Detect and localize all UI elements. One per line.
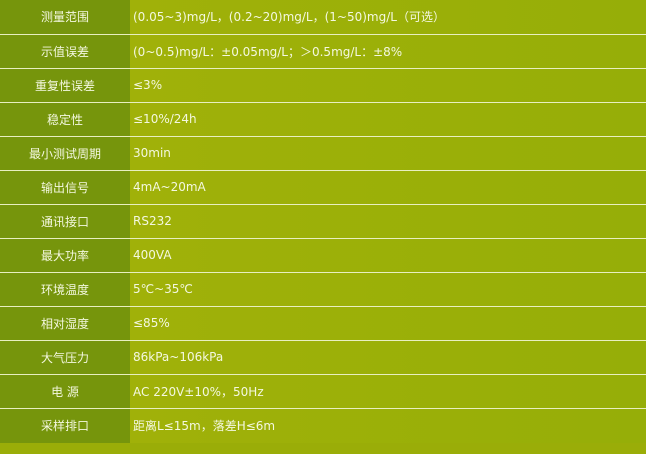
spec-label: 重复性误差 (0, 68, 130, 102)
spec-value: 30min (130, 136, 646, 170)
spec-value: 5℃~35℃ (130, 272, 646, 306)
spec-value: 4mA~20mA (130, 170, 646, 204)
spec-label: 大气压力 (0, 340, 130, 374)
spec-label: 采样排口 (0, 408, 130, 443)
spec-value: ≤85% (130, 306, 646, 340)
spec-label: 通讯接口 (0, 204, 130, 238)
spec-value: 86kPa~106kPa (130, 340, 646, 374)
spec-label: 输出信号 (0, 170, 130, 204)
spec-row: 稳定性 ≤10%/24h (0, 102, 646, 136)
spec-value: (0~0.5)mg/L：±0.05mg/L；＞0.5mg/L：±8% (130, 34, 646, 68)
spec-row: 示值误差 (0~0.5)mg/L：±0.05mg/L；＞0.5mg/L：±8% (0, 34, 646, 68)
spec-row: 环境温度 5℃~35℃ (0, 272, 646, 306)
spec-row: 电 源 AC 220V±10%，50Hz (0, 374, 646, 408)
spec-row: 测量范围 (0.05~3)mg/L，(0.2~20)mg/L，(1~50)mg/L… (0, 0, 646, 34)
spec-value: 400VA (130, 238, 646, 272)
spec-value: AC 220V±10%，50Hz (130, 374, 646, 408)
spec-value: ≤3% (130, 68, 646, 102)
spec-row: 大气压力 86kPa~106kPa (0, 340, 646, 374)
spec-value: (0.05~3)mg/L，(0.2~20)mg/L，(1~50)mg/L（可选） (130, 0, 646, 34)
spec-label: 最小测试周期 (0, 136, 130, 170)
spec-label: 相对湿度 (0, 306, 130, 340)
spec-row: 相对湿度 ≤85% (0, 306, 646, 340)
spec-row: 通讯接口 RS232 (0, 204, 646, 238)
spec-label: 环境温度 (0, 272, 130, 306)
spec-row: 采样排口 距离L≤15m，落差H≤6m (0, 408, 646, 443)
spec-label: 测量范围 (0, 0, 130, 34)
spec-row: 最大功率 400VA (0, 238, 646, 272)
spec-table: 测量范围 (0.05~3)mg/L，(0.2~20)mg/L，(1~50)mg/L… (0, 0, 646, 443)
spec-label: 电 源 (0, 374, 130, 408)
spec-value: ≤10%/24h (130, 102, 646, 136)
spec-row: 最小测试周期 30min (0, 136, 646, 170)
spec-row: 重复性误差 ≤3% (0, 68, 646, 102)
spec-row: 输出信号 4mA~20mA (0, 170, 646, 204)
spec-value: 距离L≤15m，落差H≤6m (130, 408, 646, 443)
spec-value: RS232 (130, 204, 646, 238)
spec-label: 示值误差 (0, 34, 130, 68)
spec-label: 稳定性 (0, 102, 130, 136)
spec-label: 最大功率 (0, 238, 130, 272)
